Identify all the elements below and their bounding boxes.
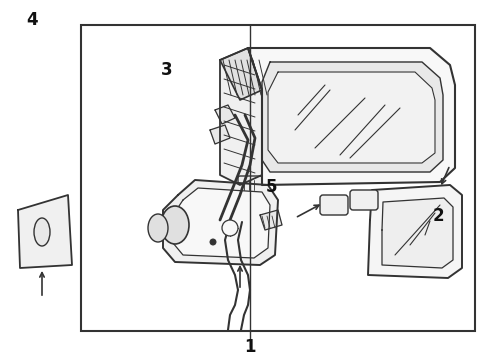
Ellipse shape: [161, 206, 189, 244]
Polygon shape: [18, 195, 72, 268]
Polygon shape: [163, 180, 278, 265]
Text: 1: 1: [244, 338, 256, 356]
Polygon shape: [268, 72, 435, 163]
Polygon shape: [368, 185, 462, 278]
Text: 3: 3: [161, 61, 172, 79]
Bar: [81, 25, 475, 331]
Text: 5: 5: [266, 178, 278, 196]
Polygon shape: [260, 210, 282, 230]
Circle shape: [210, 239, 216, 245]
FancyBboxPatch shape: [350, 190, 378, 210]
FancyBboxPatch shape: [238, 176, 262, 194]
Polygon shape: [220, 48, 262, 100]
Polygon shape: [262, 62, 443, 172]
Ellipse shape: [148, 214, 168, 242]
Polygon shape: [382, 198, 453, 268]
Text: 2: 2: [433, 207, 444, 225]
Ellipse shape: [34, 218, 50, 246]
Polygon shape: [210, 125, 230, 144]
Polygon shape: [173, 188, 270, 258]
Polygon shape: [215, 105, 235, 124]
Circle shape: [222, 220, 238, 236]
Polygon shape: [248, 48, 455, 185]
FancyBboxPatch shape: [320, 195, 348, 215]
Text: 4: 4: [26, 11, 38, 29]
Polygon shape: [220, 48, 262, 185]
